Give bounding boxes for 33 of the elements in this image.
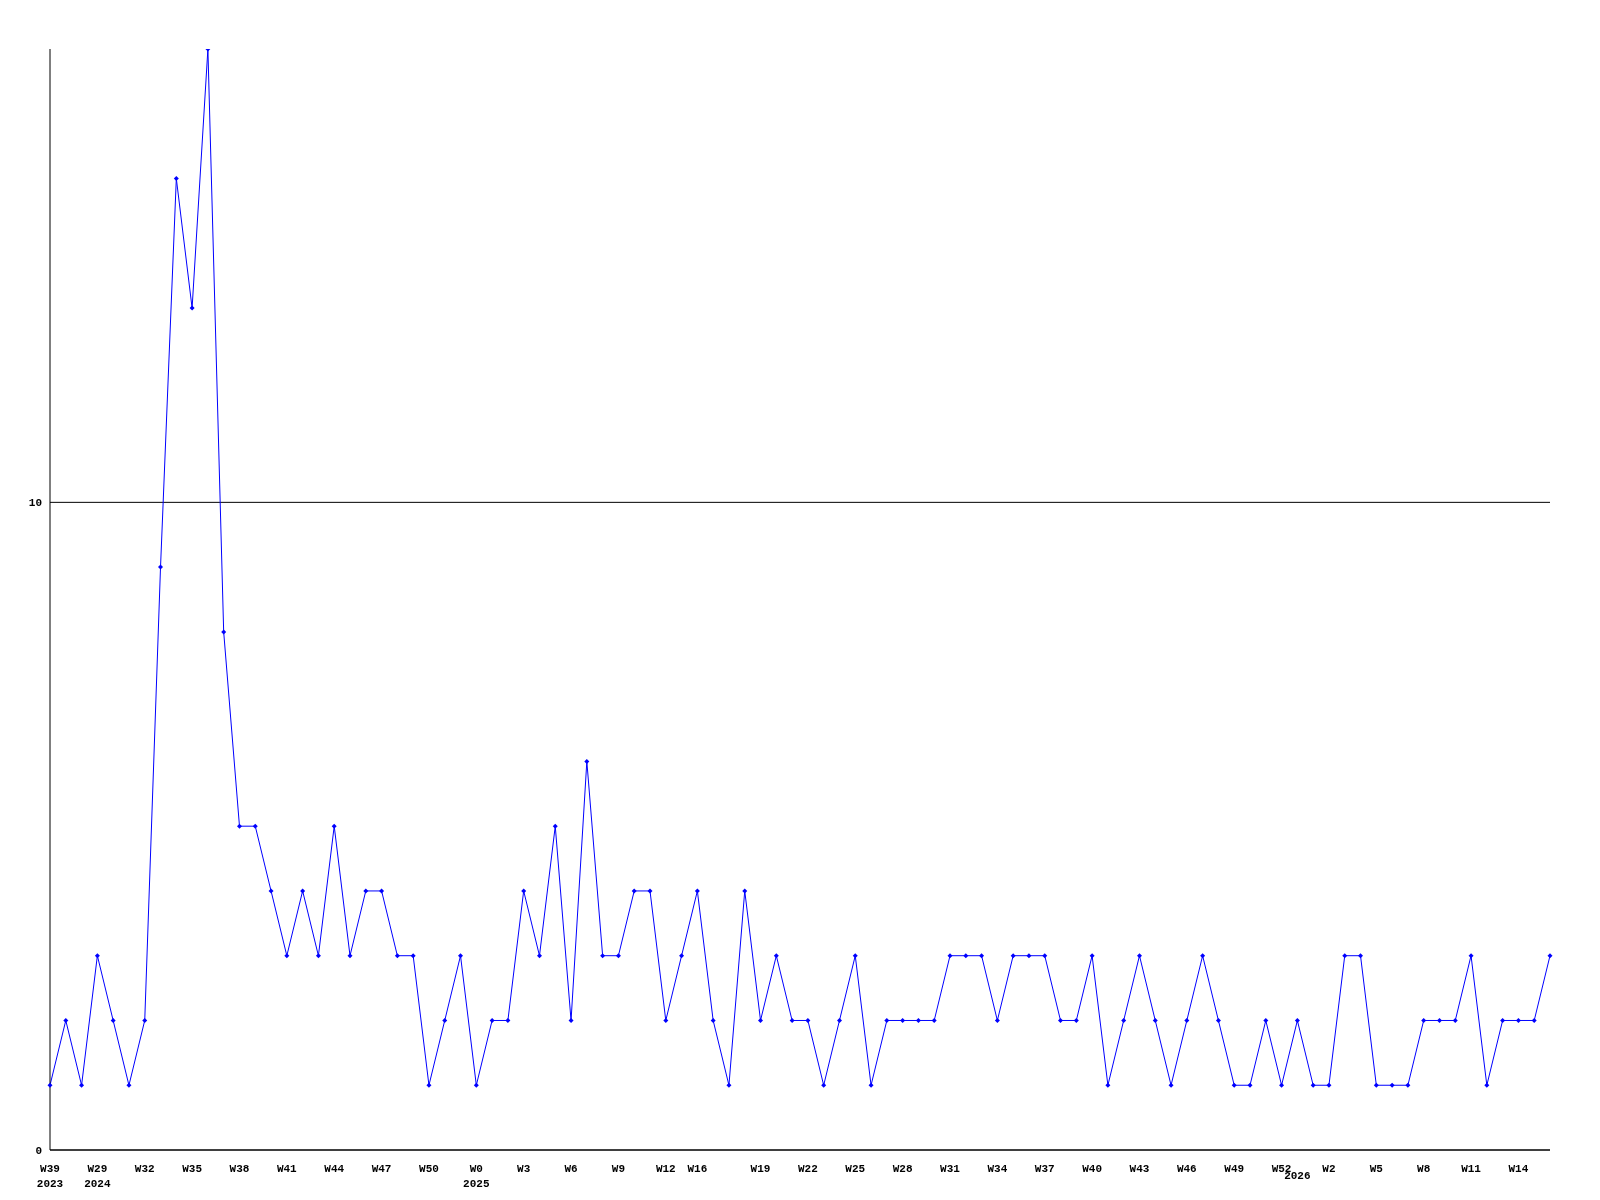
x-tick-label: W0 2025 [463,1163,490,1190]
x-tick-label: W39 2023 [36,1163,64,1190]
x-tick-label: W12 [655,1163,676,1175]
x-tick-label: W35 [182,1163,203,1175]
x-tick-label: W41 [276,1163,298,1175]
x-tick-label: W25 [845,1163,866,1175]
x-tick-label: W44 [324,1163,345,1175]
x-tick-label: W32 [134,1163,155,1175]
x-tick-label: W16 [687,1163,708,1175]
x-tick-label: W11 [1461,1163,1482,1175]
x-tick-label: W31 [940,1163,961,1175]
x-tick-label: W50 [419,1163,439,1175]
x-tick-label: W49 [1224,1163,1245,1175]
y-tick-label: 0 [35,1144,42,1157]
x-tick-label: W34 [987,1163,1008,1175]
x-tick-label: W38 [229,1163,250,1175]
x-tick-label: W22 [797,1163,818,1175]
x-tick-label: W3 [517,1163,531,1175]
x-tick-label: W5 [1369,1163,1384,1175]
x-tick-label: W2 [1322,1163,1336,1175]
x-tick-label: W46 [1176,1163,1197,1175]
x-tick-label: W47 [371,1163,392,1175]
x-tick-label: W37 [1034,1163,1055,1175]
x-tick-label: W6 [564,1163,578,1175]
x-tick-label: W9 [611,1163,626,1175]
x-tick-label: W14 [1508,1163,1529,1175]
x-tick-label: W40 [1082,1163,1103,1175]
x-tick-label: W28 [892,1163,913,1175]
x-tick-label: W19 [750,1163,771,1175]
x-tick-label: W8 [1417,1163,1431,1175]
x-tick-label: W43 [1129,1163,1150,1175]
y-tick-label: 10 [28,497,42,510]
x-tick-label: W29 2024 [84,1163,111,1190]
